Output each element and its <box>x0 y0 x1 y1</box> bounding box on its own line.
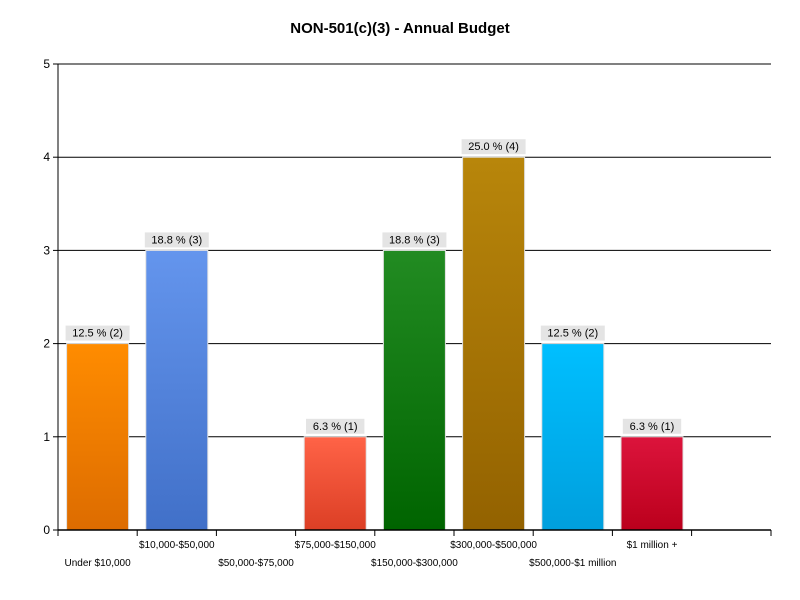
data-label: 18.8 % (3) <box>151 234 202 246</box>
x-category-label: $500,000-$1 million <box>529 558 616 569</box>
x-category-label: Under $10,000 <box>65 558 132 569</box>
data-label: 12.5 % (2) <box>547 328 598 340</box>
data-label: 18.8 % (3) <box>389 234 440 246</box>
y-tick-label: 2 <box>43 337 50 351</box>
y-tick-label: 1 <box>43 430 50 444</box>
bar <box>620 436 684 531</box>
data-labels: 12.5 % (2) 18.8 % (3) 6.3 % (1) 18.8 % (3) 2… <box>65 139 682 434</box>
data-label: 6.3 % (1) <box>313 421 358 433</box>
x-category-label: $300,000-$500,000 <box>450 540 537 551</box>
bar <box>66 343 130 531</box>
x-category-label: $150,000-$300,000 <box>371 558 458 569</box>
x-category-label: $10,000-$50,000 <box>139 540 215 551</box>
data-label-box <box>622 418 682 434</box>
data-label-box <box>461 139 526 155</box>
data-label: 12.5 % (2) <box>72 328 123 340</box>
y-tick-label: 4 <box>43 150 50 164</box>
x-category-label: $50,000-$75,000 <box>218 558 294 569</box>
bar <box>145 249 209 531</box>
bar <box>303 436 367 531</box>
x-category-label: $75,000-$150,000 <box>295 540 377 551</box>
data-label-box <box>144 232 209 248</box>
bar <box>541 343 605 531</box>
data-label: 6.3 % (1) <box>630 421 675 433</box>
y-tick-label: 5 <box>43 57 50 71</box>
bars <box>66 156 684 531</box>
data-label: 25.0 % (4) <box>468 141 519 153</box>
chart-title: NON-501(c)(3) - Annual Budget <box>290 20 509 37</box>
x-category-label: $1 million + <box>627 540 678 551</box>
axes: 0 1 2 3 4 5 Under $10,000 $10,000-$50,000$50,00… <box>43 57 772 569</box>
data-label-box <box>65 325 130 341</box>
data-label-box <box>306 418 365 434</box>
bar <box>462 156 526 531</box>
y-tick-label: 0 <box>43 523 50 537</box>
y-tick-label: 3 <box>43 243 50 257</box>
data-label-box <box>382 232 447 248</box>
data-label-box <box>540 325 605 341</box>
bar <box>382 249 446 531</box>
